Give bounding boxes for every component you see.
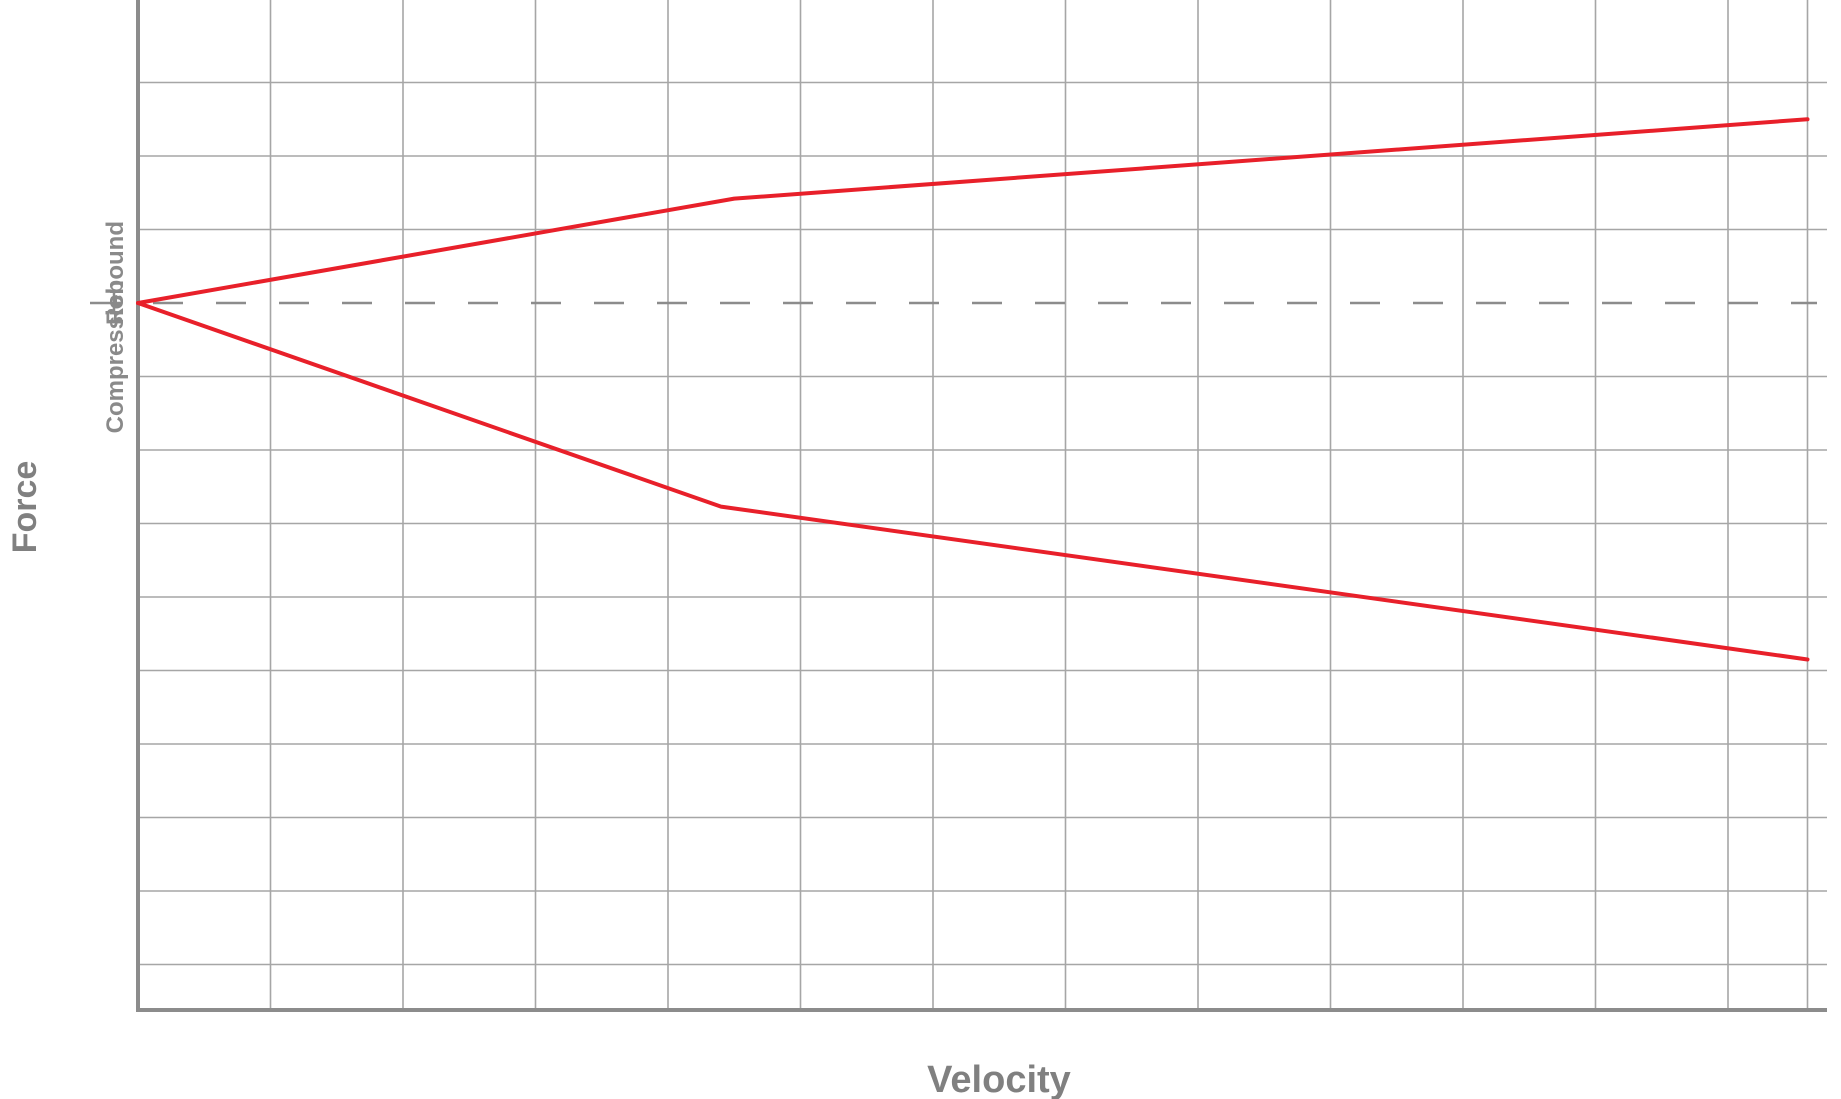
rebound-label: Rebound [102, 221, 129, 325]
axes [136, 0, 1827, 1012]
series-line-compression [136, 117, 1810, 305]
grid [138, 0, 1827, 1010]
series-layer [136, 117, 1810, 662]
x-axis-title: Velocity [927, 1059, 1071, 1099]
series-line-rebound [136, 301, 1810, 662]
compression-label: Compression [102, 280, 129, 433]
y-axis-title: Force [6, 461, 44, 554]
